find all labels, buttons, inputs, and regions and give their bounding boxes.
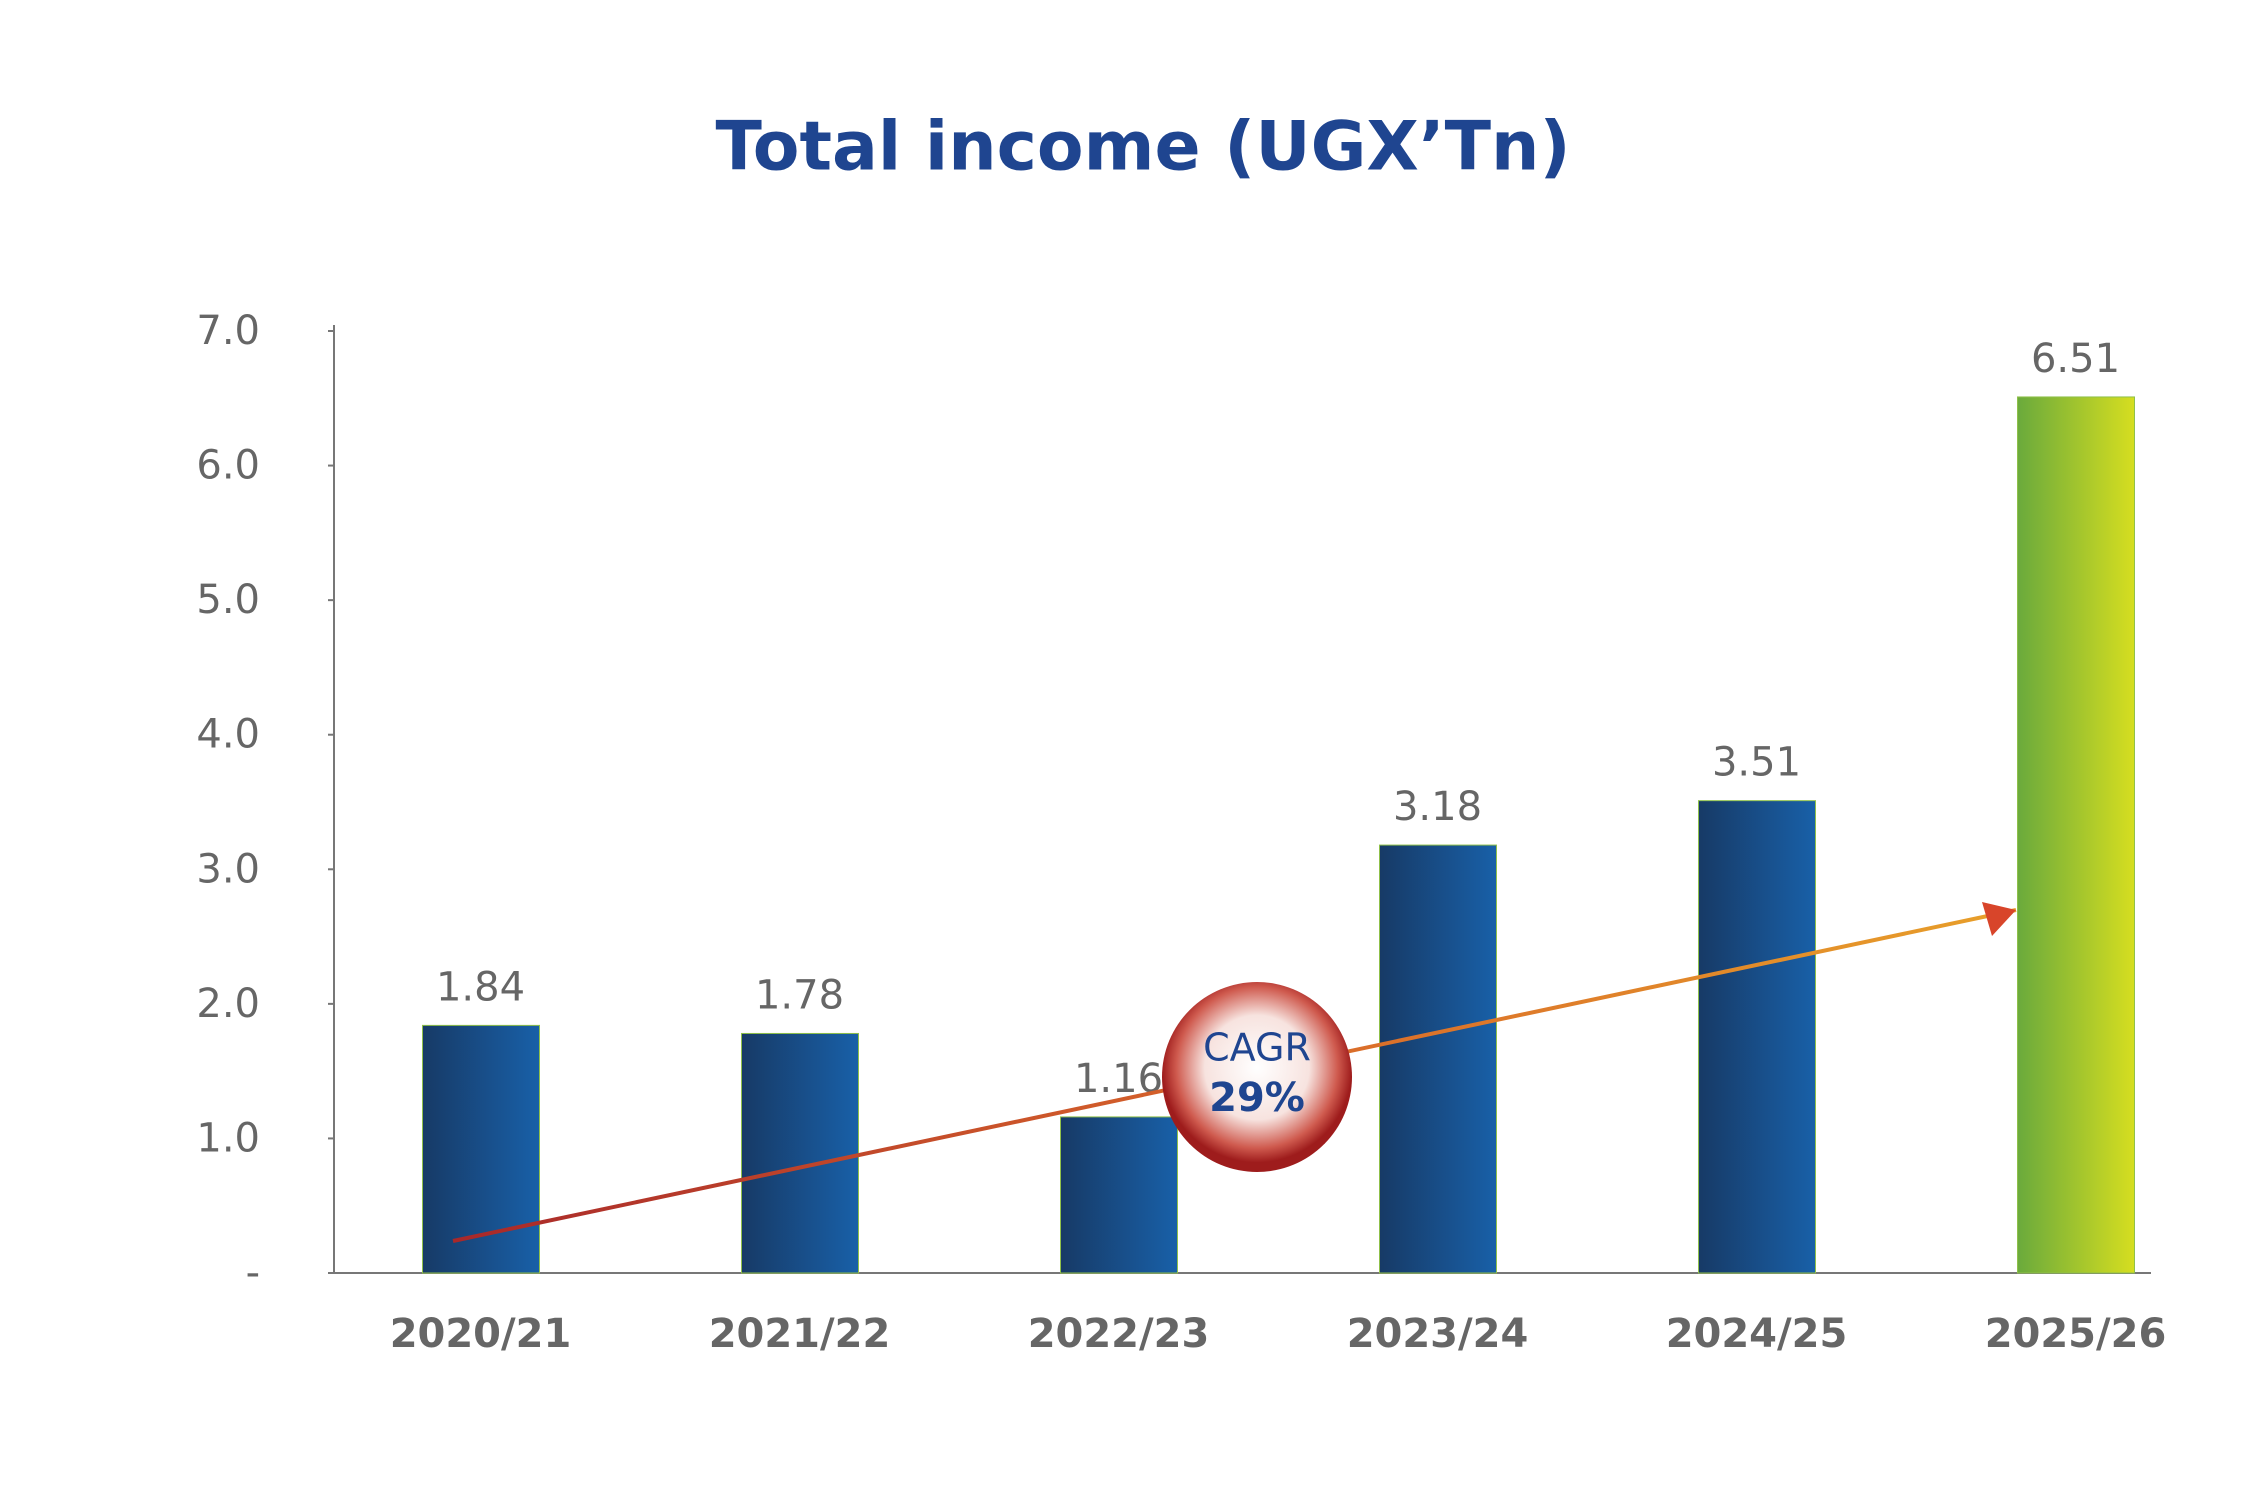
x-tick-label: 2024/25: [1666, 1311, 1848, 1357]
bar: [1698, 800, 1816, 1274]
x-tick-label: 2023/24: [1347, 1311, 1529, 1357]
bar: [422, 1024, 540, 1274]
y-tick-label: 3.0: [196, 846, 260, 892]
y-tick-label: 1.0: [196, 1115, 260, 1161]
x-tick-label: 2025/26: [1985, 1311, 2167, 1357]
value-label: 1.78: [755, 972, 844, 1018]
value-label: 3.51: [1712, 740, 1801, 786]
bar: [1060, 1116, 1178, 1274]
cagr-label: CAGR: [1203, 1026, 1311, 1070]
y-tick-label: 5.0: [196, 577, 260, 623]
y-tick-label: 2.0: [196, 981, 260, 1027]
cagr-value: 29%: [1209, 1075, 1305, 1121]
bar: [2017, 396, 2135, 1274]
chart-title: Total income (UGX’Tn): [715, 108, 1570, 187]
y-tick-label: 4.0: [196, 712, 260, 758]
value-label: 3.18: [1393, 784, 1482, 830]
marks: - 1.0 2.0 3.0 4.0 5.0 6.0 7.0 2020/21 1.84 2021/22…: [196, 308, 2166, 1357]
value-label: 6.51: [2031, 336, 2120, 382]
y-tick-label: -: [246, 1250, 260, 1296]
bar: [741, 1032, 859, 1274]
x-tick-label: 2022/23: [1028, 1311, 1210, 1357]
arrow-head: [1982, 902, 2016, 936]
y-tick-label: 7.0: [196, 308, 260, 354]
bar: [1379, 844, 1497, 1274]
x-tick-label: 2021/22: [709, 1311, 891, 1357]
cagr-badge: [1162, 982, 1352, 1172]
x-tick-label: 2020/21: [390, 1311, 572, 1357]
y-tick-label: 6.0: [196, 443, 260, 489]
value-label: 1.84: [436, 964, 525, 1010]
